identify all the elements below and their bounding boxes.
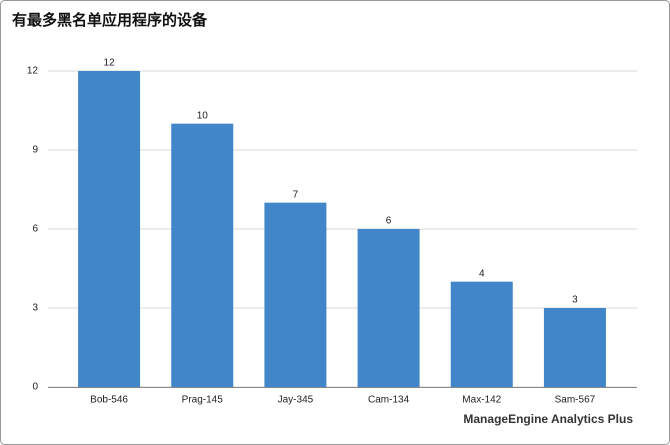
data-label: 4 [479,268,485,279]
x-tick-label: Max-142 [462,395,501,406]
y-tick-label: 12 [27,66,39,77]
x-tick-label: Prag-145 [182,395,224,406]
data-label: 10 [197,110,209,121]
y-tick-label: 9 [32,145,38,156]
bar [78,71,141,387]
bar [450,281,513,387]
bar [264,202,327,387]
bar [171,123,234,388]
data-label: 6 [386,216,392,227]
bar [357,229,420,387]
x-tick-label: Jay-345 [278,395,314,406]
data-label: 7 [293,189,299,200]
x-tick-label: Cam-134 [368,395,410,406]
x-tick-label: Bob-546 [90,395,128,406]
y-tick-label: 3 [32,303,38,314]
data-label: 3 [572,295,578,306]
x-tick-label: Sam-567 [555,395,596,406]
y-tick-label: 0 [32,382,38,393]
watermark: ManageEngine Analytics Plus [463,412,633,426]
chart-title: 有最多黑名单应用程序的设备 [12,11,208,29]
y-tick-label: 6 [32,224,38,235]
data-label: 12 [104,58,116,69]
bar [543,308,606,387]
